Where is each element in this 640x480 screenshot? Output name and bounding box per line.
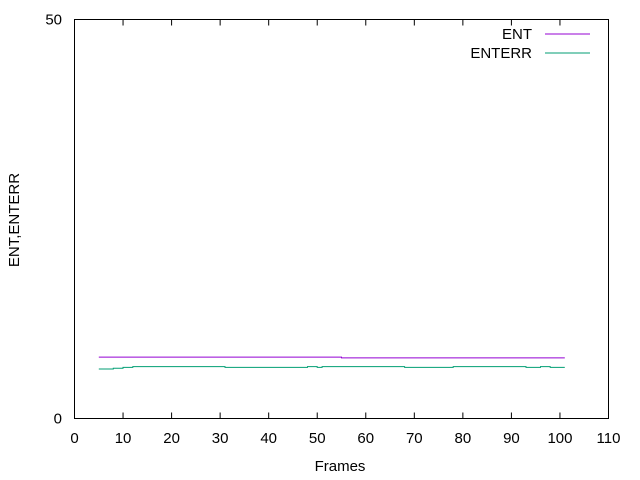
- plot-frame: [74, 19, 609, 419]
- legend-label-enterr: ENTERR: [470, 45, 532, 62]
- legend: ENT ENTERR: [470, 26, 590, 62]
- x-tick-label: 60: [357, 430, 374, 447]
- series-line-ent: [98, 356, 565, 359]
- y-tick-label: 0: [54, 411, 62, 428]
- x-tick-label: 100: [547, 430, 572, 447]
- legend-label-ent: ENT: [502, 26, 532, 43]
- x-tick-label: 90: [503, 430, 520, 447]
- series-line-enterr: [98, 366, 565, 370]
- x-tick-label: 20: [163, 430, 180, 447]
- x-tick-label: 0: [70, 430, 78, 447]
- y-axis-ticks: 0 50: [45, 12, 609, 428]
- x-tick-label: 30: [212, 430, 229, 447]
- x-tick-label: 40: [260, 430, 277, 447]
- series-layer: [98, 356, 565, 370]
- x-tick-label: 110: [597, 430, 621, 447]
- x-axis-label: Frames: [315, 458, 366, 475]
- x-tick-label: 50: [309, 430, 326, 447]
- x-axis-ticks: 0 10 20 30 40 50 60 70 80 90 100 110: [70, 19, 621, 447]
- x-tick-label: 70: [406, 430, 423, 447]
- y-tick-label: 50: [45, 12, 62, 29]
- y-axis-label: ENT,ENTERR: [6, 173, 23, 267]
- x-tick-label: 80: [455, 430, 472, 447]
- x-tick-label: 10: [115, 430, 132, 447]
